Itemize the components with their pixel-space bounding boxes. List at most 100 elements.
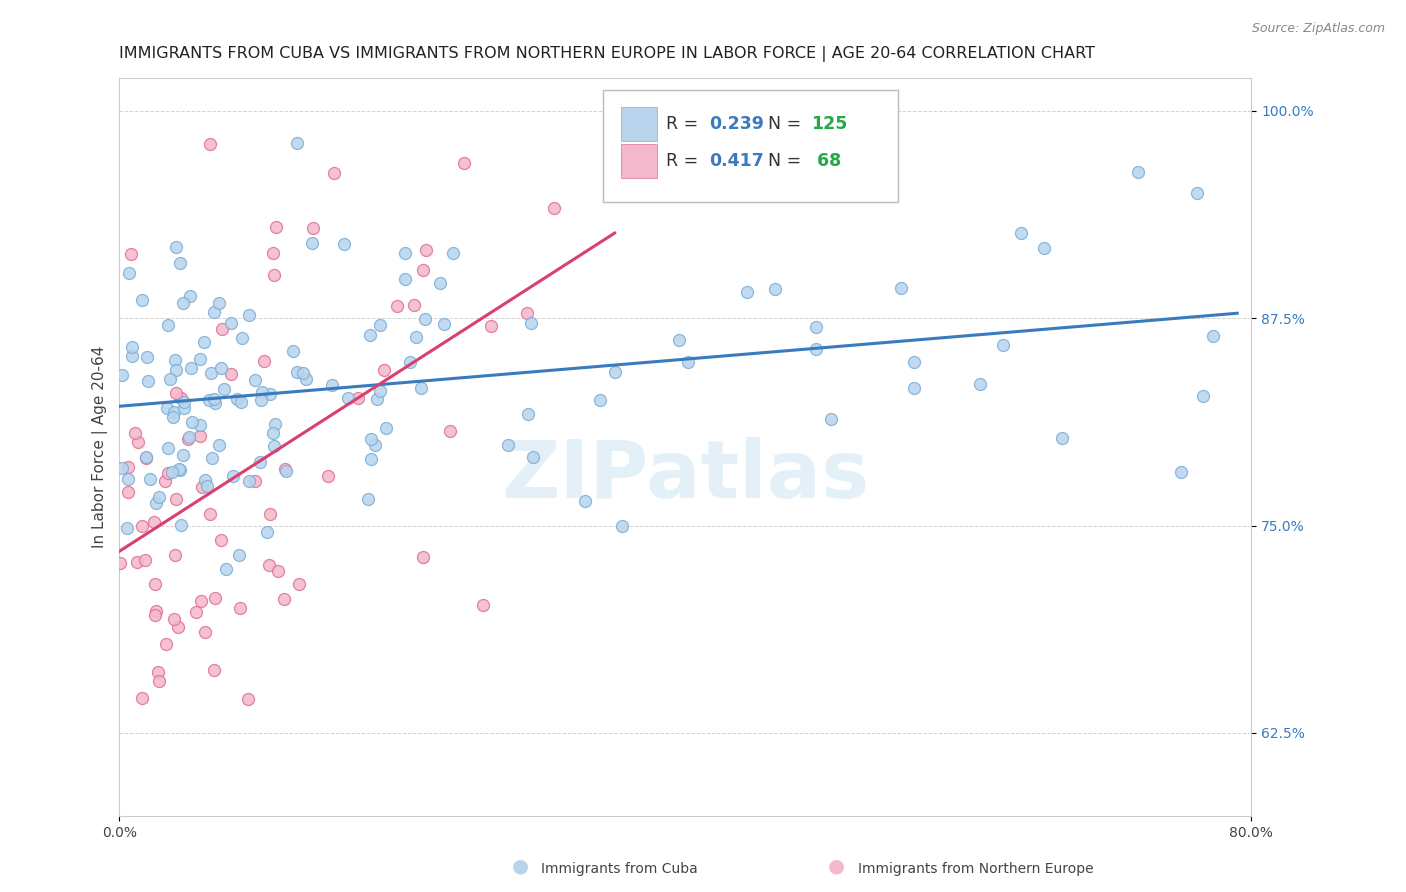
- Point: [294, 372, 316, 386]
- Point: [156, 401, 179, 416]
- Point: [1128, 164, 1150, 178]
- Point: [121, 340, 143, 354]
- Point: [991, 338, 1014, 352]
- Point: [215, 562, 238, 576]
- Point: [190, 352, 212, 367]
- Point: [387, 299, 409, 313]
- Point: [179, 289, 201, 303]
- Point: [262, 426, 284, 441]
- Point: [405, 330, 427, 344]
- Point: [337, 392, 360, 406]
- Point: [117, 472, 139, 486]
- Point: [134, 553, 156, 567]
- Text: N =: N =: [768, 152, 807, 170]
- Point: [333, 236, 356, 251]
- Point: [181, 415, 204, 429]
- Point: [148, 673, 170, 688]
- Point: [169, 463, 191, 477]
- Point: [201, 450, 224, 465]
- Point: [238, 691, 260, 706]
- Point: [180, 360, 202, 375]
- Point: [202, 392, 225, 407]
- Point: [238, 308, 260, 322]
- Point: [301, 236, 323, 251]
- Point: [263, 417, 285, 431]
- Point: [193, 334, 215, 349]
- Point: [373, 363, 395, 377]
- Point: [145, 604, 167, 618]
- Point: [318, 469, 340, 483]
- Point: [160, 465, 183, 479]
- Point: [228, 548, 250, 562]
- Point: [287, 136, 309, 151]
- Point: [111, 460, 134, 475]
- Point: [204, 396, 226, 410]
- Point: [148, 665, 170, 680]
- Point: [211, 321, 233, 335]
- Point: [321, 378, 343, 392]
- Point: [163, 353, 186, 368]
- Point: [200, 507, 222, 521]
- Point: [253, 354, 276, 368]
- Point: [169, 256, 191, 270]
- Point: [676, 355, 699, 369]
- Point: [366, 392, 388, 406]
- Point: [229, 600, 252, 615]
- Point: [471, 599, 494, 613]
- Point: [188, 418, 211, 433]
- Point: [173, 395, 195, 409]
- Text: Source: ZipAtlas.com: Source: ZipAtlas.com: [1251, 22, 1385, 36]
- Point: [170, 518, 193, 533]
- Point: [208, 295, 231, 310]
- Point: [184, 605, 207, 619]
- Point: [117, 459, 139, 474]
- Point: [118, 266, 141, 280]
- Point: [165, 240, 187, 254]
- Point: [145, 496, 167, 510]
- Point: [202, 305, 225, 319]
- Point: [127, 555, 149, 569]
- Point: [219, 368, 242, 382]
- Point: [136, 374, 159, 388]
- Point: [479, 319, 502, 334]
- Point: [177, 432, 200, 446]
- Point: [209, 361, 232, 376]
- Point: [124, 426, 146, 441]
- Point: [202, 663, 225, 677]
- Point: [1011, 226, 1033, 240]
- Point: [453, 155, 475, 169]
- Text: Immigrants from Cuba: Immigrants from Cuba: [541, 862, 697, 876]
- Point: [159, 371, 181, 385]
- Text: ●: ●: [828, 857, 845, 876]
- Point: [156, 318, 179, 333]
- Point: [409, 381, 432, 395]
- Point: [208, 437, 231, 451]
- Point: [515, 306, 537, 320]
- Point: [574, 494, 596, 508]
- Point: [163, 611, 186, 625]
- Point: [394, 272, 416, 286]
- Point: [148, 490, 170, 504]
- Point: [404, 298, 426, 312]
- Point: [139, 472, 162, 486]
- Point: [243, 373, 266, 387]
- Text: 0.417: 0.417: [709, 152, 763, 170]
- Point: [259, 507, 281, 521]
- Point: [257, 558, 280, 573]
- Text: ZIPatlas: ZIPatlas: [502, 437, 869, 516]
- Point: [191, 480, 214, 494]
- Point: [219, 316, 242, 330]
- Point: [605, 365, 627, 379]
- Point: [165, 549, 187, 563]
- Point: [198, 392, 221, 407]
- Point: [516, 407, 538, 421]
- Point: [172, 448, 194, 462]
- Point: [143, 607, 166, 622]
- Point: [375, 421, 398, 435]
- Point: [245, 474, 267, 488]
- Point: [264, 219, 287, 234]
- Text: R =: R =: [666, 152, 704, 170]
- Point: [165, 491, 187, 506]
- Point: [589, 393, 612, 408]
- Point: [543, 201, 565, 215]
